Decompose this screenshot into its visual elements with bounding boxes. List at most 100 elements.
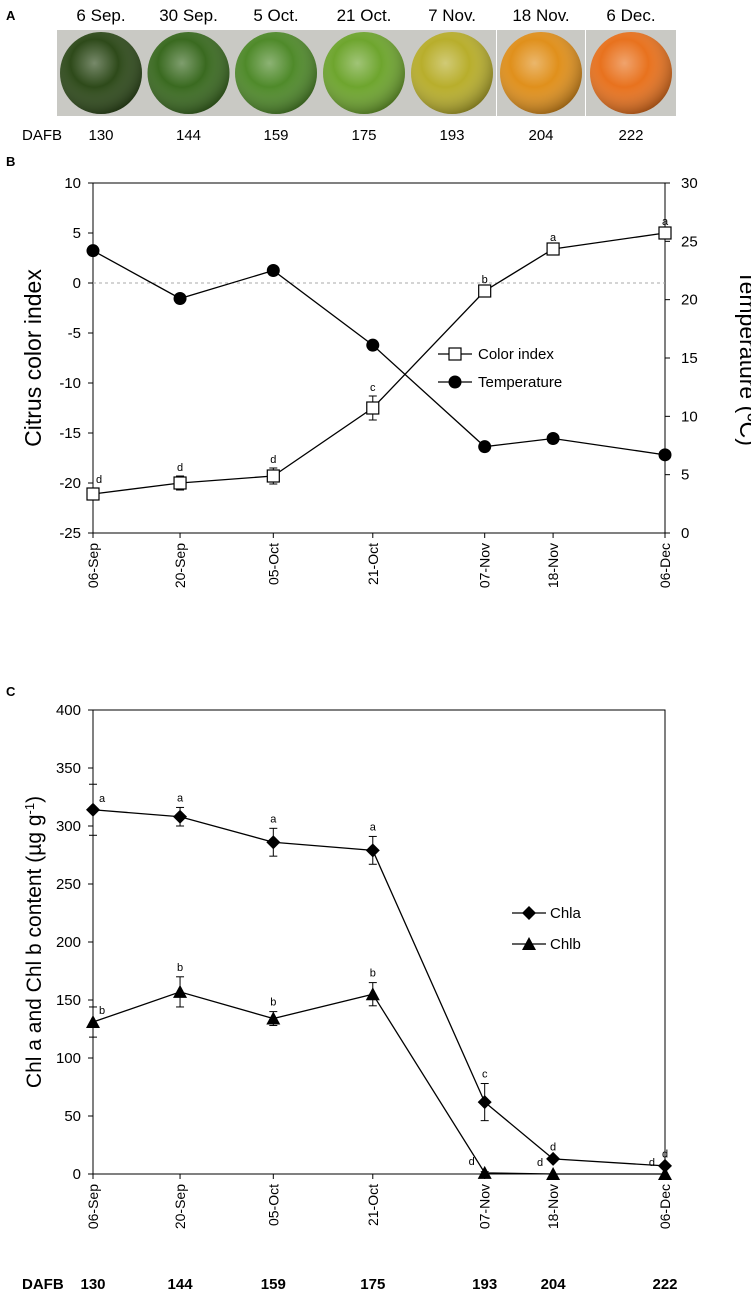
y-axis-title-close: ) (23, 796, 46, 803)
photo-date-label: 5 Oct. (253, 6, 298, 25)
y-tick-label: 50 (64, 1108, 81, 1125)
x-tick-label: 20-Sep (172, 1184, 188, 1229)
significance-letter: d (537, 1157, 543, 1169)
photo-date-label: 6 Dec. (606, 6, 655, 25)
temperature-point (266, 264, 280, 277)
significance-letter: b (99, 1005, 105, 1017)
chlb-point (658, 1167, 672, 1180)
significance-letter: d (649, 1157, 655, 1169)
chlb-line (92, 991, 665, 1175)
significance-letter: b (370, 968, 376, 980)
color-index-point (366, 401, 380, 415)
significance-letter: d (550, 1142, 556, 1154)
legend-temperature-label: Temperature (478, 374, 562, 391)
photo-date-label: 18 Nov. (512, 6, 569, 25)
y2-tick-label: 10 (681, 408, 698, 425)
legend-chla-marker (522, 906, 536, 920)
photo-dafb-value: 222 (618, 127, 643, 144)
y2-tick-label: 30 (681, 175, 698, 192)
y-axis-title: Chl a and Chl b content (µg g-1) (22, 796, 47, 1088)
chla-point (266, 835, 281, 850)
y2-tick-label: 15 (681, 350, 698, 367)
panel-b: B -25 -20 -15 -10 -5 0 5 10 0 5 10 15 20 25 30 06-Sep 20… (6, 154, 751, 588)
x-tick-label: 06-Dec (657, 1184, 673, 1229)
citrus-fruit-shading (323, 32, 405, 114)
significance-letter: d (177, 462, 183, 474)
photo-dafb-value: 204 (528, 127, 553, 144)
significance-letter: b (482, 274, 488, 286)
chlb-point (477, 1165, 492, 1179)
y-tick-label: 250 (56, 876, 81, 893)
photo-dafb-value: 159 (263, 127, 288, 144)
chla-point (86, 802, 100, 817)
photo-dafb-label: DAFB (22, 127, 62, 144)
significance-letter: d (662, 1149, 668, 1161)
dafb-value: 159 (261, 1276, 286, 1293)
significance-letter: a (370, 821, 377, 833)
x-tick-label: 06-Sep (85, 1184, 101, 1229)
chlb-point (546, 1167, 561, 1180)
panel-c: C 0 50 100 150 200 250 300 350 400 06-Sep 130 20-Se… (6, 684, 678, 1293)
chlb-point (86, 1015, 100, 1029)
legend-chla-label: Chla (550, 905, 582, 922)
x-tick-label: 07-Nov (477, 543, 493, 588)
significance-letter: c (482, 1069, 488, 1081)
color-index-point (546, 242, 560, 256)
panel-c-label: C (6, 684, 16, 699)
chla-point (365, 843, 380, 858)
dafb-value: 204 (541, 1276, 567, 1293)
x-tick-label: 07-Nov (477, 1184, 493, 1229)
y2-tick-label: 5 (681, 467, 689, 484)
temperature-point (658, 448, 672, 462)
chlb-point (266, 1011, 281, 1025)
color-index-point (478, 284, 492, 298)
chla-point (477, 1095, 492, 1110)
y-axis-title: Citrus color index (20, 269, 46, 447)
panel-a: A 6 Sep. 130 30 Sep. 144 5 Oct. 159 21 Oct. 175… (6, 6, 676, 144)
x-tick-label: 06-Sep (85, 543, 101, 588)
dafb-value: 130 (80, 1276, 105, 1293)
y2-tick-label: 25 (681, 233, 698, 250)
color-index-point (173, 476, 187, 490)
x-tick-label: 18-Nov (545, 1184, 561, 1229)
photo-date-label: 6 Sep. (76, 6, 125, 25)
citrus-fruit-shading (60, 32, 142, 114)
y-tick-label: -25 (59, 525, 81, 542)
y-tick-label: 400 (56, 702, 81, 719)
color-temperature-chart: -25 -20 -15 -10 -5 0 5 10 0 5 10 15 20 25 30 06-Sep 20-S… (20, 175, 751, 588)
y-tick-label: 0 (73, 275, 81, 292)
y-tick-label: 300 (56, 818, 81, 835)
photo-dafb-value: 144 (176, 127, 201, 144)
legend-color-index-label: Color index (478, 346, 554, 363)
color-index-point (86, 487, 100, 501)
panel-a-label: A (6, 8, 16, 23)
citrus-fruit-shading (235, 32, 317, 114)
temperature-point (86, 244, 100, 258)
y-tick-label: 100 (56, 1050, 81, 1067)
legend-chlb-label: Chlb (550, 936, 581, 953)
dafb-value: 144 (168, 1276, 194, 1293)
dafb-value: 222 (652, 1276, 677, 1293)
temperature-line (92, 250, 666, 456)
y2-tick-label: 20 (681, 292, 698, 309)
y-tick-label: -15 (59, 425, 81, 442)
temperature-point (366, 338, 380, 352)
legend-chlb-marker (522, 937, 536, 950)
y-axis-title-superscript: -1 (22, 803, 37, 815)
dafb-value: 193 (472, 1276, 497, 1293)
temperature-point (478, 440, 492, 454)
y-tick-label: -20 (59, 475, 81, 492)
significance-letter: a (177, 792, 184, 804)
dafb-label: DAFB (22, 1276, 64, 1293)
y-tick-label: 10 (64, 175, 81, 192)
temperature-point (173, 292, 187, 305)
y-tick-label: 5 (73, 225, 81, 242)
y-tick-label: 200 (56, 934, 81, 951)
photo-dafb-value: 130 (88, 127, 113, 144)
x-tick-label: 05-Oct (265, 1184, 281, 1226)
x-tick-label: 21-Oct (365, 1184, 381, 1226)
chla-point (658, 1158, 672, 1173)
y-tick-label: 0 (73, 1166, 81, 1183)
significance-letter: b (177, 962, 183, 974)
